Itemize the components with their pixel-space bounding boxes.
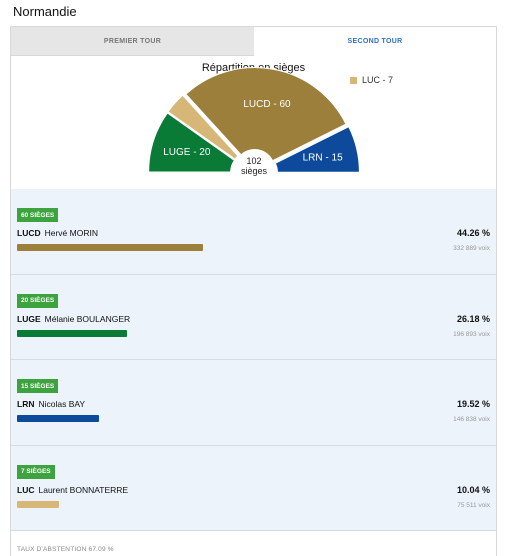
seat-segment-luc [167,94,239,160]
seat-total-value: 102 [246,156,262,166]
legend-label: LUC - 7 [362,75,394,85]
seats-badge: 15 SIÈGES [17,379,59,393]
round-tabs: PREMIER TOUR SECOND TOUR [11,27,496,56]
candidate-name: Nicolas BAY [38,399,86,409]
tab-second-tour[interactable]: SECOND TOUR [254,27,496,56]
vote-percent: 44.26 % [456,228,490,238]
seat-total: 102 sièges [233,156,275,176]
seats-badge: 20 SIÈGES [17,293,59,308]
party-line: LRN Nicolas BAY [17,399,85,409]
vote-count: 332 889 voix [453,245,490,252]
vote-share-bar [17,500,60,508]
party-code: LUC [17,484,35,495]
result-row: 7 SIÈGES LUC Laurent BONNATERRE 10.04 % 7… [11,445,496,531]
seat-segment-label: LUCD - 60 [243,99,291,110]
vote-percent: 26.18 % [456,313,490,324]
seat-total-unit: sièges [240,166,267,176]
party-code: LRN [17,399,35,409]
party-line: LUC Laurent BONNATERRE [17,485,128,495]
result-row: 60 SIÈGES LUCD Hervé MORIN 44.26 % 332 88… [11,189,496,275]
region-title: Normandie [13,4,77,19]
seat-segment-label: LUGE - 20 [163,147,211,158]
party-line: LUGE Mélanie BOULANGER [17,314,130,324]
party-code: LUCD [17,228,41,238]
seat-segment-lucd [185,67,347,162]
vote-percent: 19.52 % [456,399,490,409]
vote-count: 75 511 voix [457,501,490,509]
result-row: 15 SIÈGES LRN Nicolas BAY 19.52 % 146 838… [11,360,496,446]
candidate-name: Hervé MORIN [44,228,98,238]
vote-percent: 10.04 % [456,484,490,495]
vote-count: 146 838 voix [453,416,490,423]
tab-premier-tour[interactable]: PREMIER TOUR [11,27,254,56]
results-panel: PREMIER TOUR SECOND TOUR Répartition en … [10,26,497,556]
seat-segment-luge [148,112,236,173]
party-code: LUGE [17,313,41,324]
candidate-name: Mélanie BOULANGER [44,313,131,324]
seats-badge: 60 SIÈGES [17,208,59,222]
legend-swatch [350,76,357,84]
vote-share-bar [17,415,99,422]
seat-segment-lrn [274,126,360,173]
seats-badge: 7 SIÈGES [17,464,55,479]
seat-hemicycle: LUGE - 20 LUCD - 60 LRN - 15 [148,67,360,173]
candidate-name: Laurent BONNATERRE [38,484,129,495]
result-row: 20 SIÈGES LUGE Mélanie BOULANGER 26.18 % … [11,274,496,360]
vote-share-bar [17,244,203,251]
seat-segment-label: LRN - 15 [303,152,343,163]
vote-share-bar [17,329,127,337]
party-line: LUCD Hervé MORIN [17,228,98,238]
seat-legend-item: LUC - 7 [350,75,393,85]
results-list: 60 SIÈGES LUCD Hervé MORIN 44.26 % 332 88… [11,189,496,531]
vote-count: 196 893 voix [453,330,490,338]
abstention-rate: TAUX D'ABSTENTION 67.09 % [17,546,114,553]
